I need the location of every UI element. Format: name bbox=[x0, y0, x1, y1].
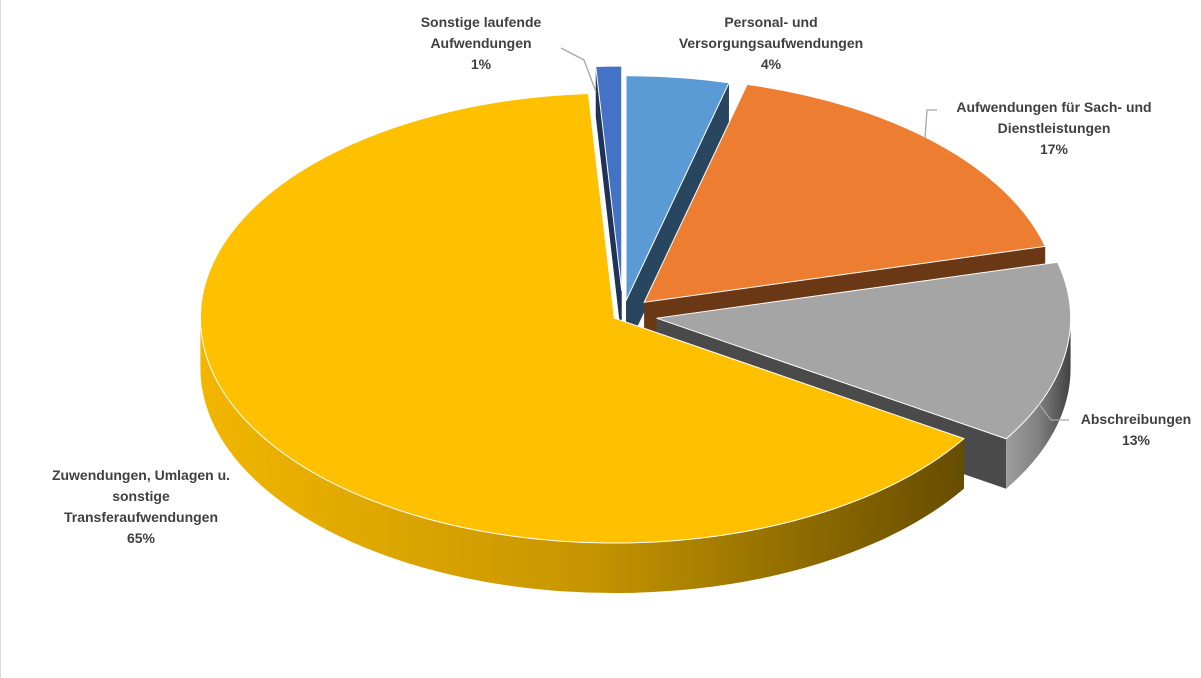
label-abschreibungen: Abschreibungen 13% bbox=[1080, 411, 1192, 448]
leader-line-abschreibungen bbox=[1038, 403, 1069, 421]
slice-side-sonstige bbox=[595, 66, 622, 342]
slice-side-personal bbox=[626, 82, 729, 351]
label-personal: Personal- und Versorgungsaufwendungen 4% bbox=[678, 14, 864, 72]
leader-line-sach-dienst bbox=[924, 109, 937, 139]
label-sonstige: Sonstige laufende Aufwendungen 1% bbox=[420, 14, 542, 72]
label-sach-dienst: Aufwendungen für Sach- und Dienstleistun… bbox=[956, 99, 1152, 157]
pie-tops bbox=[199, 65, 1072, 544]
slice-rim-abschreibungen bbox=[1006, 318, 1071, 489]
leader-line-sonstige bbox=[560, 47, 597, 93]
leader-lines bbox=[560, 47, 1069, 421]
slice-personal bbox=[625, 75, 730, 301]
slice-abschreibungen bbox=[656, 261, 1072, 440]
label-zuwendungen: Zuwendungen, Umlagen u. sonstige Transfe… bbox=[51, 467, 231, 546]
slice-rim-zuwendungen bbox=[200, 318, 964, 594]
slice-sonstige bbox=[595, 65, 623, 292]
slice-sach-dienst bbox=[643, 83, 1046, 303]
slice-zuwendungen bbox=[199, 92, 965, 544]
